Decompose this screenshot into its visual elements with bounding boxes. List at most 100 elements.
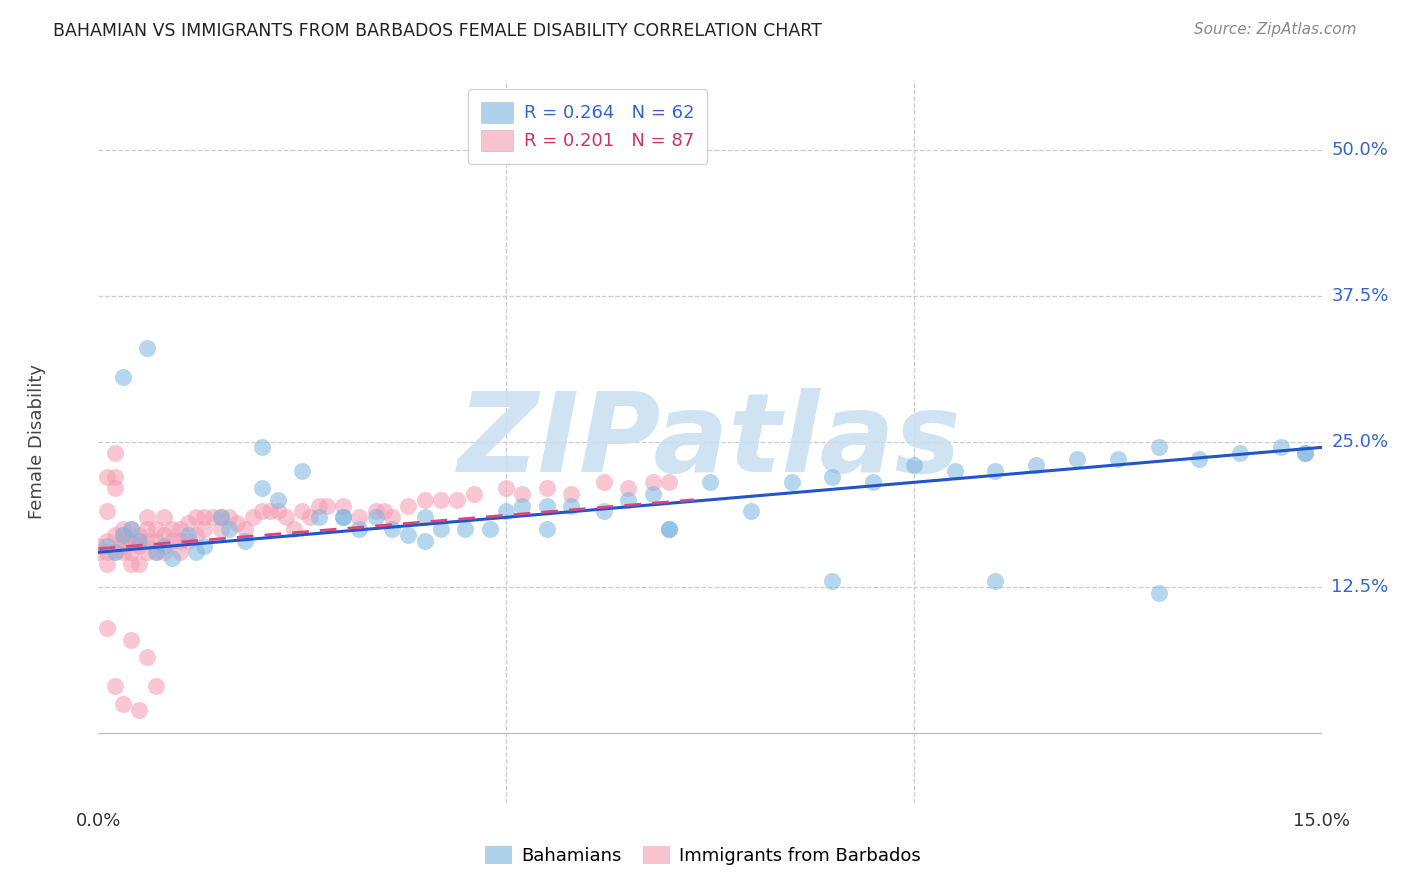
Immigrants from Barbados: [177, 533, 200, 548]
Immigrants from Barbados: [145, 533, 167, 548]
Text: 37.5%: 37.5%: [1331, 287, 1389, 305]
Bahamians: [593, 504, 616, 518]
Text: ZIPatlas: ZIPatlas: [458, 388, 962, 495]
Legend: R = 0.264   N = 62, R = 0.201   N = 87: R = 0.264 N = 62, R = 0.201 N = 87: [468, 89, 707, 163]
Immigrants from Barbados: [128, 533, 150, 548]
Bahamians: [512, 499, 534, 513]
Immigrants from Barbados: [136, 545, 159, 559]
Legend: Bahamians, Immigrants from Barbados: Bahamians, Immigrants from Barbados: [478, 838, 928, 872]
Immigrants from Barbados: [430, 492, 453, 507]
Immigrants from Barbados: [315, 499, 337, 513]
Immigrants from Barbados: [250, 504, 273, 518]
Immigrants from Barbados: [381, 510, 404, 524]
Bahamians: [332, 510, 354, 524]
Immigrants from Barbados: [186, 510, 208, 524]
Immigrants from Barbados: [560, 487, 582, 501]
Text: 0.0%: 0.0%: [76, 812, 121, 830]
Bahamians: [984, 464, 1007, 478]
Immigrants from Barbados: [512, 487, 534, 501]
Immigrants from Barbados: [396, 499, 419, 513]
Bahamians: [495, 504, 517, 518]
Bahamians: [1294, 446, 1316, 460]
Immigrants from Barbados: [536, 481, 558, 495]
Bahamians: [209, 510, 232, 524]
Bahamians: [267, 492, 290, 507]
Immigrants from Barbados: [145, 679, 167, 693]
Immigrants from Barbados: [299, 510, 322, 524]
Immigrants from Barbados: [218, 510, 240, 524]
Bahamians: [128, 533, 150, 548]
Immigrants from Barbados: [209, 522, 232, 536]
Immigrants from Barbados: [128, 528, 150, 542]
Bahamians: [658, 522, 681, 536]
Immigrants from Barbados: [169, 522, 191, 536]
Text: 50.0%: 50.0%: [1331, 141, 1388, 159]
Immigrants from Barbados: [242, 510, 264, 524]
Bahamians: [152, 540, 174, 554]
Bahamians: [396, 528, 419, 542]
Bahamians: [1147, 441, 1170, 455]
Immigrants from Barbados: [120, 557, 142, 571]
Bahamians: [111, 528, 134, 542]
Bahamians: [1188, 452, 1211, 467]
Immigrants from Barbados: [96, 621, 118, 635]
Immigrants from Barbados: [658, 475, 681, 490]
Bahamians: [177, 528, 200, 542]
Bahamians: [641, 487, 664, 501]
Immigrants from Barbados: [201, 510, 224, 524]
Bahamians: [1294, 446, 1316, 460]
Immigrants from Barbados: [617, 481, 640, 495]
Bahamians: [1066, 452, 1088, 467]
Immigrants from Barbados: [104, 446, 127, 460]
Immigrants from Barbados: [96, 533, 118, 548]
Immigrants from Barbados: [120, 533, 142, 548]
Immigrants from Barbados: [193, 522, 215, 536]
Immigrants from Barbados: [145, 522, 167, 536]
Bahamians: [699, 475, 721, 490]
Immigrants from Barbados: [283, 522, 305, 536]
Immigrants from Barbados: [104, 481, 127, 495]
Bahamians: [193, 540, 215, 554]
Bahamians: [1107, 452, 1129, 467]
Bahamians: [218, 522, 240, 536]
Immigrants from Barbados: [274, 510, 297, 524]
Immigrants from Barbados: [96, 504, 118, 518]
Bahamians: [1025, 458, 1047, 472]
Immigrants from Barbados: [136, 522, 159, 536]
Immigrants from Barbados: [373, 504, 395, 518]
Bahamians: [1147, 586, 1170, 600]
Immigrants from Barbados: [87, 540, 110, 554]
Bahamians: [617, 492, 640, 507]
Immigrants from Barbados: [136, 533, 159, 548]
Immigrants from Barbados: [259, 504, 281, 518]
Immigrants from Barbados: [152, 528, 174, 542]
Bahamians: [104, 545, 127, 559]
Immigrants from Barbados: [111, 522, 134, 536]
Immigrants from Barbados: [87, 545, 110, 559]
Immigrants from Barbados: [128, 540, 150, 554]
Bahamians: [454, 522, 477, 536]
Bahamians: [349, 522, 371, 536]
Immigrants from Barbados: [169, 545, 191, 559]
Immigrants from Barbados: [446, 492, 468, 507]
Immigrants from Barbados: [120, 545, 142, 559]
Immigrants from Barbados: [364, 504, 387, 518]
Bahamians: [740, 504, 762, 518]
Immigrants from Barbados: [96, 557, 118, 571]
Bahamians: [430, 522, 453, 536]
Immigrants from Barbados: [291, 504, 314, 518]
Text: 25.0%: 25.0%: [1331, 433, 1389, 450]
Bahamians: [1229, 446, 1251, 460]
Bahamians: [984, 574, 1007, 589]
Bahamians: [136, 341, 159, 355]
Immigrants from Barbados: [111, 540, 134, 554]
Immigrants from Barbados: [120, 632, 142, 647]
Immigrants from Barbados: [96, 545, 118, 559]
Immigrants from Barbados: [120, 522, 142, 536]
Immigrants from Barbados: [160, 533, 183, 548]
Immigrants from Barbados: [267, 504, 290, 518]
Immigrants from Barbados: [136, 510, 159, 524]
Bahamians: [96, 540, 118, 554]
Immigrants from Barbados: [209, 510, 232, 524]
Bahamians: [308, 510, 330, 524]
